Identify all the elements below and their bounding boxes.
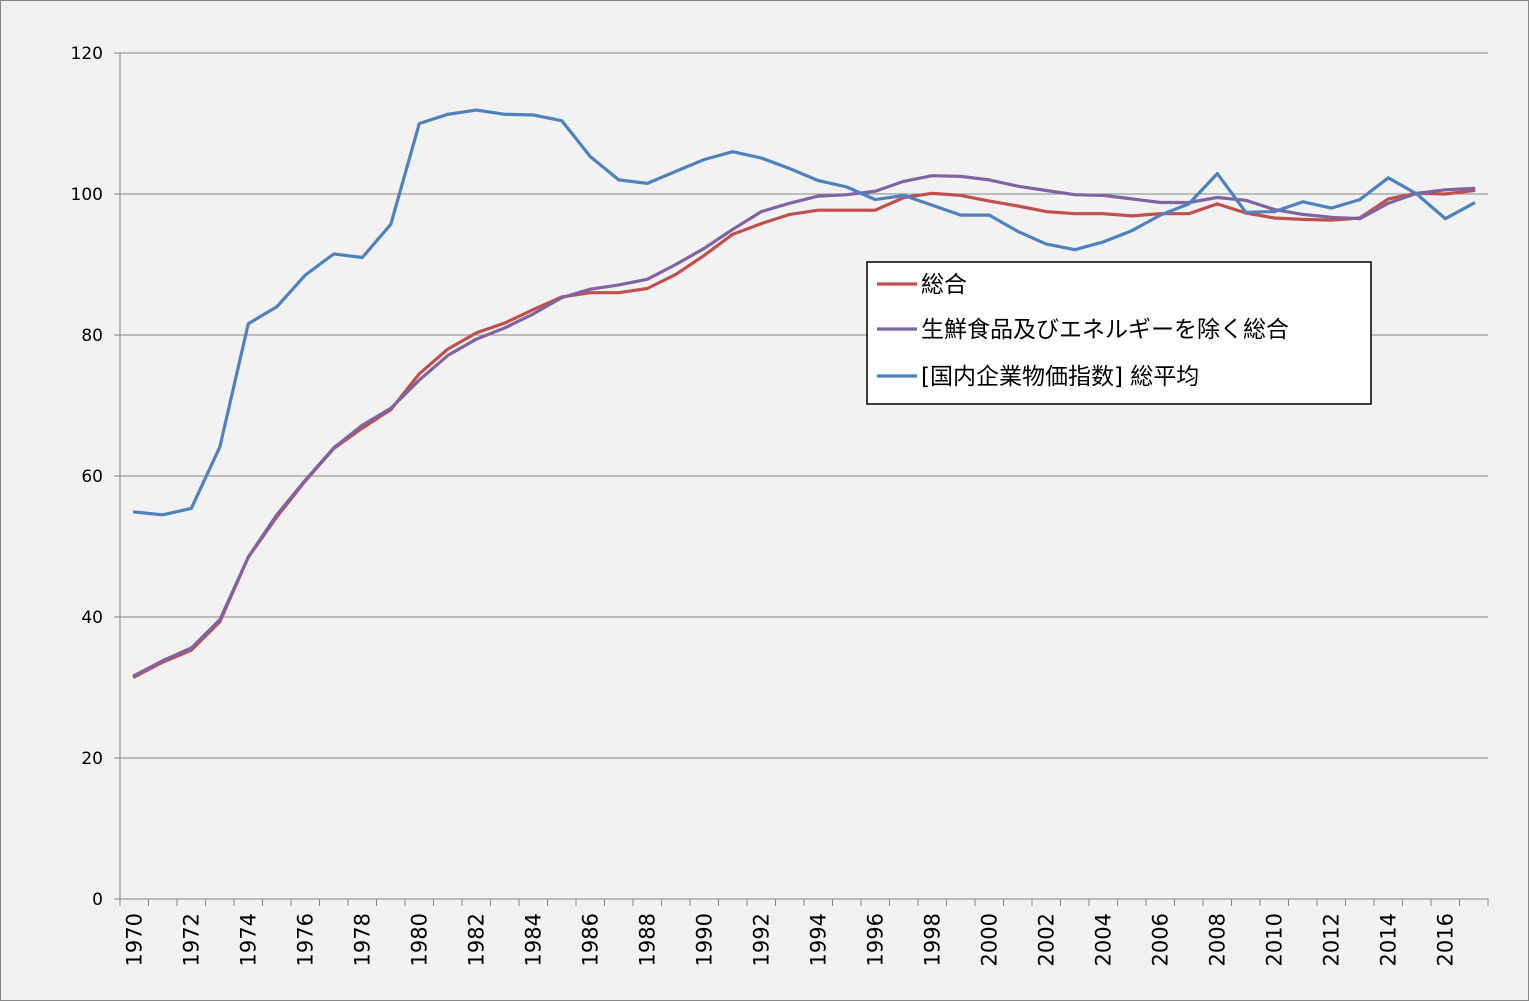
x-tick-label: 2004 <box>1091 913 1115 966</box>
x-tick-label: 2006 <box>1148 913 1172 966</box>
y-tick-label: 0 <box>92 890 103 910</box>
x-tick-label: 1980 <box>407 913 431 966</box>
x-tick-label: 1992 <box>749 913 773 966</box>
x-tick-label: 1998 <box>920 913 944 966</box>
x-tick-label: 2016 <box>1433 913 1457 966</box>
legend-label-2: [国内企業物価指数] 総平均 <box>921 364 1199 390</box>
x-tick-label: 1988 <box>635 913 659 966</box>
legend-box <box>866 261 1372 405</box>
x-tick-label: 1970 <box>122 913 146 966</box>
x-tick-label: 1976 <box>293 913 317 966</box>
series-lines <box>132 108 1476 679</box>
y-tick-label: 80 <box>81 326 103 346</box>
x-tick-label: 1984 <box>521 913 545 966</box>
x-tick-label: 2000 <box>977 913 1001 966</box>
x-tick-label: 1986 <box>578 913 602 966</box>
x-tick-label: 1994 <box>806 913 830 966</box>
legend-label-0: 総合 <box>921 272 967 298</box>
y-tick-labels: 0 20 40 60 80 100 120 <box>71 44 103 910</box>
x-tick-label: 1974 <box>236 913 260 966</box>
x-tick-labels: 1970 1972 1974 1976 1978 1980 1982 1984 1986 1988… <box>122 913 1457 966</box>
x-tick-label: 2014 <box>1376 913 1400 966</box>
legend-label-1: 生鮮食品及びエネルギーを除く総合 <box>921 317 1289 343</box>
x-tick-label: 1996 <box>863 913 887 966</box>
y-tick-label: 100 <box>71 185 103 205</box>
gridlines <box>120 52 1488 759</box>
x-tick-label: 1972 <box>179 913 203 966</box>
y-tick-label: 20 <box>81 749 103 769</box>
x-tick-label: 1978 <box>350 913 374 966</box>
x-tick-label: 1990 <box>692 913 716 966</box>
x-tick-label: 2008 <box>1205 913 1229 966</box>
axes <box>114 52 1489 906</box>
y-tick-label: 60 <box>81 467 103 487</box>
x-tick-label: 2010 <box>1262 913 1286 966</box>
series-line-2 <box>132 108 1476 517</box>
x-tick-label: 2012 <box>1319 913 1343 966</box>
y-tick-label: 40 <box>81 608 103 628</box>
x-tick-label: 2002 <box>1034 913 1058 966</box>
series-line-0 <box>132 188 1476 679</box>
series-line-1 <box>132 174 1476 678</box>
x-tick-label: 1982 <box>464 913 488 966</box>
y-tick-label: 120 <box>71 44 103 64</box>
